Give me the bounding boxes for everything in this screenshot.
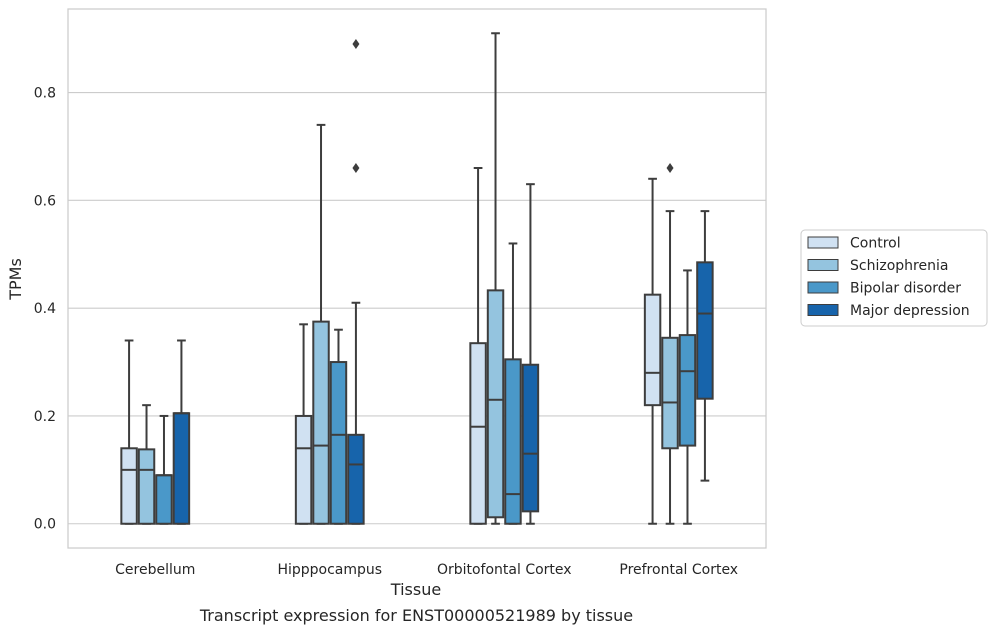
figure-caption: Transcript expression for ENST0000052198… [199,606,634,625]
box-iqr [347,433,365,525]
box-iqr [155,474,173,525]
y-tick-label: 0.0 [34,517,56,533]
x-tick-label: Hipppocampus [277,562,382,578]
legend-label: Major depression [850,303,970,319]
box-iqr [643,293,662,407]
box [312,123,330,525]
box-iqr [172,412,191,525]
box-iqr [329,361,348,525]
box-iqr [521,363,540,513]
box-iqr [696,261,714,400]
outlier-point [352,39,360,50]
legend-swatch [807,281,839,294]
legend-swatch [807,259,839,271]
box [329,328,348,525]
legend: Control Schizophrenia Bipolar disorder Majo… [800,229,988,327]
legend-frame [800,229,988,327]
box-iqr [504,358,522,525]
box [521,183,540,525]
box [643,177,662,525]
legend-label: Control [850,236,901,252]
x-tick-label: Orbitofontal Cortex [437,562,572,578]
legend-label: Bipolar disorder [850,281,961,297]
x-tick-label: Cerebellum [115,562,195,578]
boxes-layer [120,32,714,525]
box-iqr [486,289,505,519]
box [678,269,697,525]
legend-swatch [807,304,839,316]
box [486,32,505,525]
box [469,167,487,525]
outlier-point [666,163,674,174]
box [294,323,313,525]
box-iqr [294,414,313,525]
box [504,242,522,525]
box-iqr [469,342,487,525]
x-axis-label: Tissue [390,580,441,599]
box-iqr [312,320,330,525]
outlier-point [352,163,360,174]
x-tick-label: Prefrontal Cortex [619,562,738,578]
box [347,39,365,525]
box [172,339,191,525]
y-tick-label: 0.4 [34,301,56,317]
y-axis-label: TPMs [6,258,25,301]
box [137,404,156,525]
box [120,339,138,525]
box [661,163,679,525]
box-iqr [120,447,138,525]
y-gridlines [68,91,766,525]
y-tick-label: 0.8 [34,86,56,102]
legend-label: Schizophrenia [850,258,948,274]
legend-swatch [807,236,839,249]
box-iqr [137,448,156,525]
box-iqr [661,336,679,450]
box [696,210,714,482]
y-tick-labels: 0.0 0.2 0.4 0.6 0.8 [34,86,56,533]
x-tick-labels: Cerebellum Hipppocampus Orbitofontal Corte… [115,562,738,578]
y-tick-label: 0.6 [34,193,56,209]
y-tick-label: 0.2 [34,409,56,425]
box-iqr [678,334,697,447]
box [155,414,173,525]
plot-frame [67,8,767,549]
